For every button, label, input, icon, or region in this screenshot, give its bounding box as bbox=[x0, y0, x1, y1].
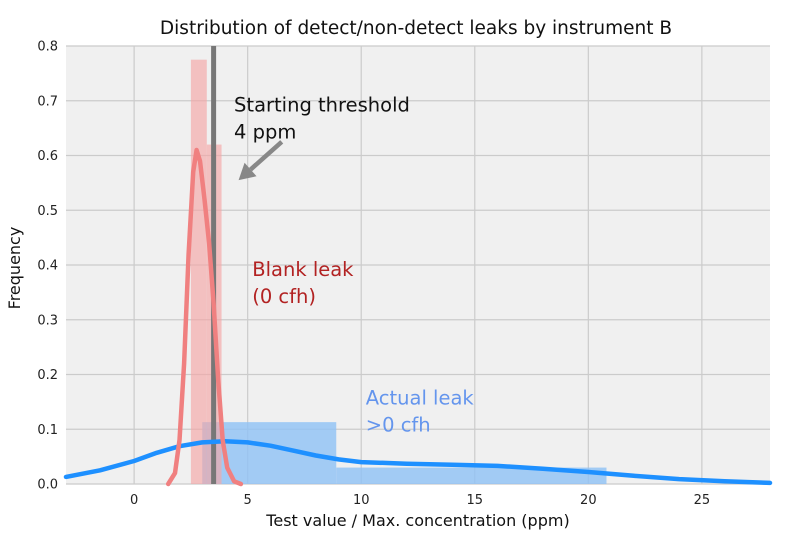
threshold-arrow-shaft bbox=[249, 140, 284, 172]
x-axis-label: Test value / Max. concentration (ppm) bbox=[265, 511, 569, 530]
kde-curves bbox=[63, 147, 773, 487]
actual-annotation-line: Actual leak bbox=[366, 387, 475, 410]
chart-title: Distribution of detect/non-detect leaks … bbox=[160, 18, 672, 39]
y-tick-label: 0.4 bbox=[37, 259, 58, 274]
threshold-annotation-line: Starting threshold bbox=[234, 94, 410, 117]
actual-histogram-bar bbox=[336, 467, 607, 484]
x-tick-label: 20 bbox=[580, 493, 597, 508]
blank-annotation-line: Blank leak bbox=[252, 258, 354, 281]
y-tick-label: 0.5 bbox=[37, 204, 58, 219]
y-tick-label: 0.2 bbox=[37, 368, 58, 383]
y-tick-label: 0.6 bbox=[37, 149, 58, 164]
blank-histogram-bar bbox=[190, 59, 207, 484]
x-tick-label: 0 bbox=[130, 493, 138, 508]
x-tick-label: 5 bbox=[244, 493, 252, 508]
y-tick-label: 0.3 bbox=[37, 313, 58, 328]
y-tick-label: 0.0 bbox=[37, 478, 58, 493]
y-tick-label: 0.8 bbox=[37, 40, 58, 55]
blank-kde-curve bbox=[165, 147, 244, 487]
y-tick-label: 0.7 bbox=[37, 94, 58, 109]
threshold-annotation-line: 4 ppm bbox=[234, 121, 296, 144]
y-axis-label: Frequency bbox=[5, 227, 24, 310]
threshold-arrow-head bbox=[238, 162, 257, 181]
blank-annotation-line: (0 cfh) bbox=[252, 285, 316, 308]
tick-labels: 0 5 10 15 20 25 0.0 0.1 0.2 0.3 0.4 0.5 0.6 0.7 0.8 bbox=[37, 40, 710, 509]
x-tick-label: 10 bbox=[353, 493, 370, 508]
actual-kde-curve bbox=[63, 439, 773, 486]
x-tick-label: 25 bbox=[694, 493, 711, 508]
x-tick-label: 15 bbox=[467, 493, 484, 508]
y-tick-label: 0.1 bbox=[37, 423, 58, 438]
actual-annotation-line: >0 cfh bbox=[366, 414, 431, 437]
annotations: Starting threshold 4 ppm Blank leak (0 cfh)… bbox=[234, 94, 474, 437]
